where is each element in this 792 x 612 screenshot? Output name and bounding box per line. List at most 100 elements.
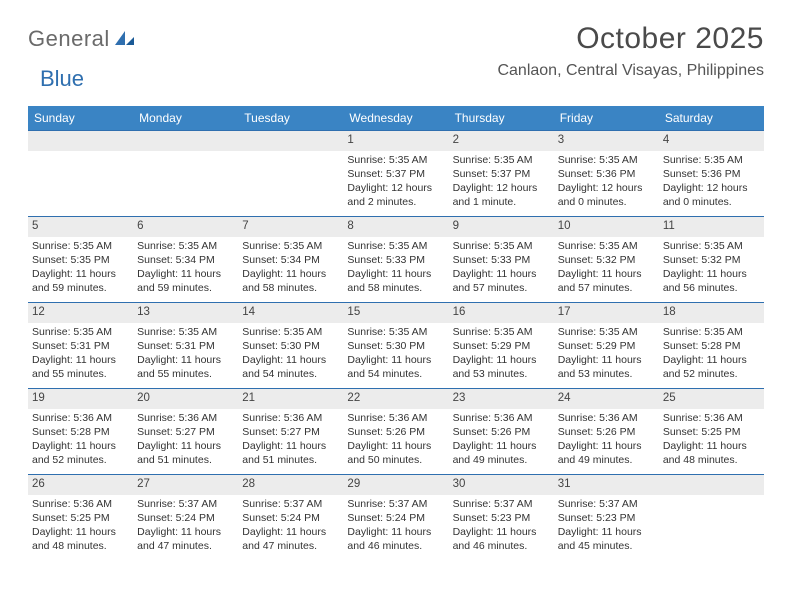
day-number-empty [238, 130, 343, 151]
calendar-day-cell: 3Sunrise: 5:35 AMSunset: 5:36 PMDaylight… [554, 130, 659, 216]
day-number: 1 [343, 130, 448, 151]
day-number: 17 [554, 302, 659, 323]
sunrise-text: Sunrise: 5:35 AM [453, 239, 550, 253]
daylight-text: Daylight: 11 hours and 53 minutes. [558, 353, 655, 381]
sunset-text: Sunset: 5:27 PM [242, 425, 339, 439]
day-detail: Sunrise: 5:35 AMSunset: 5:29 PMDaylight:… [453, 325, 550, 382]
sunset-text: Sunset: 5:26 PM [453, 425, 550, 439]
sunrise-text: Sunrise: 5:35 AM [453, 153, 550, 167]
day-number: 10 [554, 216, 659, 237]
day-number: 6 [133, 216, 238, 237]
sunset-text: Sunset: 5:24 PM [242, 511, 339, 525]
day-number: 8 [343, 216, 448, 237]
day-number: 13 [133, 302, 238, 323]
day-detail: Sunrise: 5:37 AMSunset: 5:24 PMDaylight:… [242, 497, 339, 554]
calendar-day-cell [28, 130, 133, 216]
day-detail: Sunrise: 5:35 AMSunset: 5:37 PMDaylight:… [347, 153, 444, 210]
daylight-text: Daylight: 11 hours and 58 minutes. [347, 267, 444, 295]
day-detail: Sunrise: 5:36 AMSunset: 5:27 PMDaylight:… [137, 411, 234, 468]
sunset-text: Sunset: 5:25 PM [663, 425, 760, 439]
day-number: 3 [554, 130, 659, 151]
sunrise-text: Sunrise: 5:35 AM [453, 325, 550, 339]
day-detail: Sunrise: 5:36 AMSunset: 5:26 PMDaylight:… [558, 411, 655, 468]
weekday-header: Friday [554, 106, 659, 130]
day-number: 2 [449, 130, 554, 151]
sunrise-text: Sunrise: 5:37 AM [453, 497, 550, 511]
sunrise-text: Sunrise: 5:36 AM [137, 411, 234, 425]
day-number: 11 [659, 216, 764, 237]
weekday-header-row: Sunday Monday Tuesday Wednesday Thursday… [28, 106, 764, 130]
calendar-day-cell: 29Sunrise: 5:37 AMSunset: 5:24 PMDayligh… [343, 474, 448, 559]
calendar-body: 1Sunrise: 5:35 AMSunset: 5:37 PMDaylight… [28, 130, 764, 559]
calendar-week-row: 19Sunrise: 5:36 AMSunset: 5:28 PMDayligh… [28, 388, 764, 474]
sunset-text: Sunset: 5:25 PM [32, 511, 129, 525]
day-detail: Sunrise: 5:35 AMSunset: 5:32 PMDaylight:… [558, 239, 655, 296]
calendar-day-cell [133, 130, 238, 216]
calendar-day-cell: 18Sunrise: 5:35 AMSunset: 5:28 PMDayligh… [659, 302, 764, 388]
sunset-text: Sunset: 5:35 PM [32, 253, 129, 267]
day-detail: Sunrise: 5:37 AMSunset: 5:24 PMDaylight:… [137, 497, 234, 554]
daylight-text: Daylight: 11 hours and 55 minutes. [137, 353, 234, 381]
day-detail: Sunrise: 5:35 AMSunset: 5:34 PMDaylight:… [137, 239, 234, 296]
day-number: 26 [28, 474, 133, 495]
daylight-text: Daylight: 11 hours and 51 minutes. [242, 439, 339, 467]
calendar-day-cell: 17Sunrise: 5:35 AMSunset: 5:29 PMDayligh… [554, 302, 659, 388]
daylight-text: Daylight: 11 hours and 48 minutes. [32, 525, 129, 553]
day-detail: Sunrise: 5:35 AMSunset: 5:33 PMDaylight:… [347, 239, 444, 296]
day-detail: Sunrise: 5:35 AMSunset: 5:32 PMDaylight:… [663, 239, 760, 296]
daylight-text: Daylight: 11 hours and 47 minutes. [137, 525, 234, 553]
sunrise-text: Sunrise: 5:35 AM [347, 153, 444, 167]
calendar-day-cell: 13Sunrise: 5:35 AMSunset: 5:31 PMDayligh… [133, 302, 238, 388]
sunset-text: Sunset: 5:29 PM [453, 339, 550, 353]
calendar-day-cell: 6Sunrise: 5:35 AMSunset: 5:34 PMDaylight… [133, 216, 238, 302]
day-detail: Sunrise: 5:35 AMSunset: 5:34 PMDaylight:… [242, 239, 339, 296]
calendar-week-row: 1Sunrise: 5:35 AMSunset: 5:37 PMDaylight… [28, 130, 764, 216]
weekday-header: Sunday [28, 106, 133, 130]
day-number: 16 [449, 302, 554, 323]
sunset-text: Sunset: 5:36 PM [663, 167, 760, 181]
sunset-text: Sunset: 5:26 PM [347, 425, 444, 439]
day-number: 29 [343, 474, 448, 495]
sunset-text: Sunset: 5:23 PM [558, 511, 655, 525]
daylight-text: Daylight: 11 hours and 46 minutes. [453, 525, 550, 553]
sunrise-text: Sunrise: 5:35 AM [32, 239, 129, 253]
calendar-day-cell: 21Sunrise: 5:36 AMSunset: 5:27 PMDayligh… [238, 388, 343, 474]
weekday-header: Monday [133, 106, 238, 130]
sunrise-text: Sunrise: 5:35 AM [663, 325, 760, 339]
sunset-text: Sunset: 5:32 PM [663, 253, 760, 267]
sunrise-text: Sunrise: 5:35 AM [558, 153, 655, 167]
day-number: 20 [133, 388, 238, 409]
sunset-text: Sunset: 5:28 PM [32, 425, 129, 439]
sunrise-text: Sunrise: 5:36 AM [32, 411, 129, 425]
day-number: 31 [554, 474, 659, 495]
sunrise-text: Sunrise: 5:35 AM [347, 325, 444, 339]
sunrise-text: Sunrise: 5:36 AM [558, 411, 655, 425]
calendar-day-cell: 10Sunrise: 5:35 AMSunset: 5:32 PMDayligh… [554, 216, 659, 302]
daylight-text: Daylight: 11 hours and 54 minutes. [242, 353, 339, 381]
day-detail: Sunrise: 5:35 AMSunset: 5:36 PMDaylight:… [663, 153, 760, 210]
day-detail: Sunrise: 5:35 AMSunset: 5:29 PMDaylight:… [558, 325, 655, 382]
day-detail: Sunrise: 5:37 AMSunset: 5:23 PMDaylight:… [453, 497, 550, 554]
day-detail: Sunrise: 5:36 AMSunset: 5:25 PMDaylight:… [32, 497, 129, 554]
sunset-text: Sunset: 5:24 PM [347, 511, 444, 525]
calendar-day-cell: 30Sunrise: 5:37 AMSunset: 5:23 PMDayligh… [449, 474, 554, 559]
sunset-text: Sunset: 5:33 PM [453, 253, 550, 267]
sunset-text: Sunset: 5:24 PM [137, 511, 234, 525]
calendar-day-cell: 15Sunrise: 5:35 AMSunset: 5:30 PMDayligh… [343, 302, 448, 388]
calendar-day-cell [659, 474, 764, 559]
day-detail: Sunrise: 5:36 AMSunset: 5:25 PMDaylight:… [663, 411, 760, 468]
day-detail: Sunrise: 5:35 AMSunset: 5:31 PMDaylight:… [137, 325, 234, 382]
day-detail: Sunrise: 5:35 AMSunset: 5:31 PMDaylight:… [32, 325, 129, 382]
daylight-text: Daylight: 11 hours and 49 minutes. [453, 439, 550, 467]
daylight-text: Daylight: 11 hours and 48 minutes. [663, 439, 760, 467]
daylight-text: Daylight: 11 hours and 52 minutes. [32, 439, 129, 467]
sunset-text: Sunset: 5:29 PM [558, 339, 655, 353]
daylight-text: Daylight: 11 hours and 56 minutes. [663, 267, 760, 295]
day-number: 28 [238, 474, 343, 495]
sunset-text: Sunset: 5:33 PM [347, 253, 444, 267]
calendar-day-cell: 28Sunrise: 5:37 AMSunset: 5:24 PMDayligh… [238, 474, 343, 559]
weekday-header: Saturday [659, 106, 764, 130]
sunset-text: Sunset: 5:36 PM [558, 167, 655, 181]
calendar-day-cell: 16Sunrise: 5:35 AMSunset: 5:29 PMDayligh… [449, 302, 554, 388]
calendar-day-cell: 19Sunrise: 5:36 AMSunset: 5:28 PMDayligh… [28, 388, 133, 474]
